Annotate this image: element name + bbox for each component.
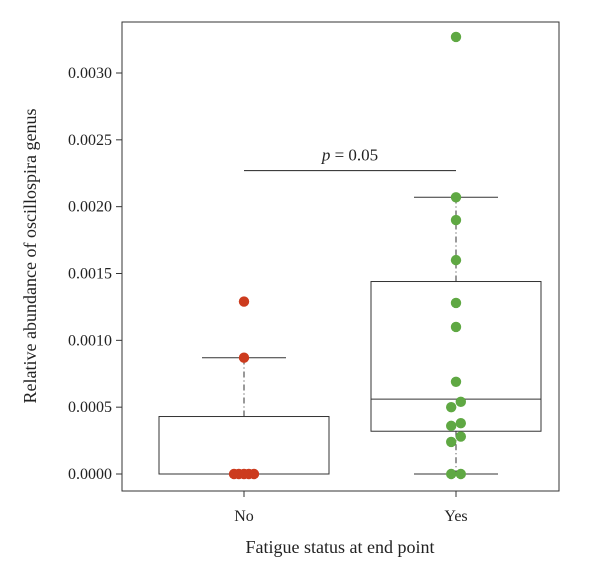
data-point [446,420,457,432]
box-yes [370,281,542,432]
x-tick-label: No [234,508,254,525]
p-value-label: p = 0.05 [321,146,378,165]
data-point [455,468,466,480]
y-tick-label: 0.0000 [68,466,112,483]
data-point [450,321,462,333]
box-group [158,196,542,475]
y-tick-label: 0.0005 [68,399,112,416]
y-axis-title: Relative abundance of oscillospira genus [20,109,40,404]
data-point [450,31,462,43]
points-group [228,31,466,480]
significance-annotation: p = 0.05 [244,146,456,172]
data-point [455,396,466,408]
data-point [446,401,457,413]
data-point [450,214,462,226]
p-value-text: = 0.05 [330,146,378,165]
data-point [446,468,457,480]
data-point [238,352,250,363]
data-point [450,376,462,387]
data-point [450,254,462,266]
y-tick-label: 0.0025 [68,132,112,149]
data-point [450,192,462,203]
y-tick-label: 0.0030 [68,65,112,82]
data-point [455,431,466,442]
data-point [248,468,260,480]
x-axis: No Yes [234,491,468,525]
y-tick-label: 0.0020 [68,199,112,216]
y-tick-label: 0.0010 [68,332,112,349]
data-point [446,436,457,448]
x-axis-title: Fatigue status at end point [246,537,435,557]
plot-frame [121,21,560,492]
p-symbol: p [321,146,331,165]
data-point [455,418,466,429]
data-point [238,296,250,307]
y-axis: 0.0000 0.0005 0.0010 0.0015 0.0020 0.0025 0.00… [68,65,122,483]
x-tick-label: Yes [444,508,467,525]
y-tick-label: 0.0015 [68,266,112,283]
data-point [450,297,462,309]
box-no [158,416,330,475]
